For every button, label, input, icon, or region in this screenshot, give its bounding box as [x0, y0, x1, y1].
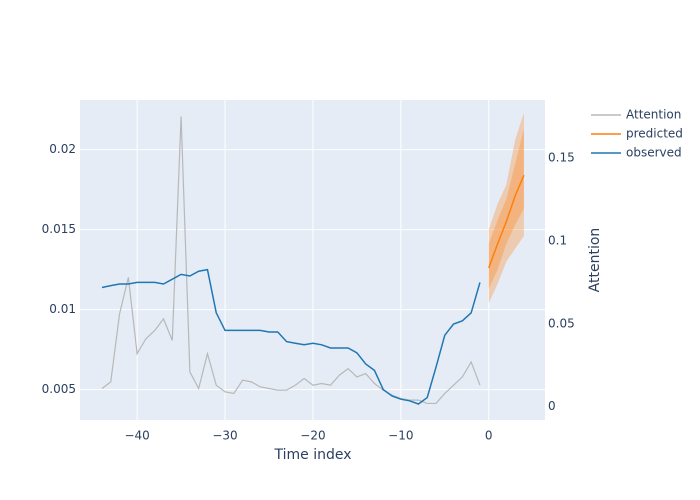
y2-tick-label: 0.05 — [548, 316, 575, 330]
series-line — [488, 174, 525, 269]
y2-tick-label: 0 — [548, 399, 556, 413]
y-tick-label: 0.005 — [42, 382, 76, 396]
y2-tick-label: 0.1 — [548, 233, 567, 247]
y-tick-label: 0.02 — [49, 142, 76, 156]
series-line — [101, 116, 481, 405]
x-tick-label: −40 — [124, 429, 149, 443]
confidence-band — [488, 112, 524, 304]
legend-label: Attention — [626, 108, 681, 122]
series-line — [101, 268, 481, 405]
x-tick-label: −30 — [212, 429, 237, 443]
legend-label: observed — [626, 146, 682, 160]
y-tick-label: 0.01 — [49, 302, 76, 316]
confidence-band — [488, 128, 524, 289]
y2-axis-title: Attention — [587, 228, 603, 293]
legend-label: predicted — [626, 127, 683, 141]
y-tick-label: 0.015 — [42, 222, 76, 236]
x-tick-label: −10 — [388, 429, 413, 443]
y2-tick-label: 0.15 — [548, 151, 575, 165]
x-axis-title: Time index — [273, 447, 351, 463]
x-tick-label: −20 — [300, 429, 325, 443]
x-tick-label: 0 — [485, 429, 493, 443]
